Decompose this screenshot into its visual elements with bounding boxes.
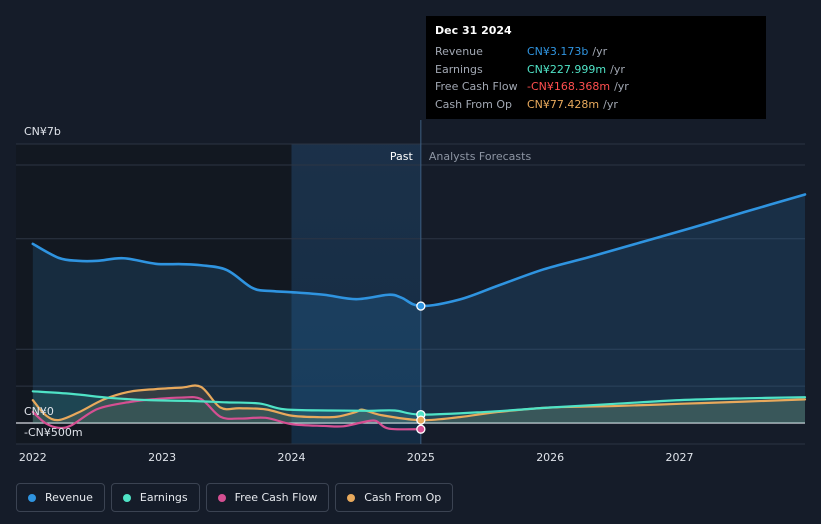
series-line-earnings bbox=[31, 390, 807, 416]
tooltip-row-cash-from-op: Cash From Op CN¥77.428m /yr bbox=[435, 96, 757, 114]
tooltip-label: Free Cash Flow bbox=[435, 80, 518, 93]
tooltip-date: Dec 31 2024 bbox=[435, 24, 512, 37]
legend-item-earnings[interactable]: Earnings bbox=[110, 483, 200, 512]
tooltip-row-revenue: Revenue CN¥3.173b /yr bbox=[435, 43, 757, 61]
x-tick-label: 2024 bbox=[278, 451, 306, 464]
area-cash-from-op bbox=[32, 385, 805, 423]
tooltip-value: CN¥227.999m bbox=[527, 62, 607, 76]
legend-item-free-cash-flow[interactable]: Free Cash Flow bbox=[205, 483, 330, 512]
legend-label: Earnings bbox=[139, 491, 188, 504]
legend-dot-icon bbox=[122, 493, 131, 502]
forecast-label: Analysts Forecasts bbox=[429, 150, 532, 163]
series-line-revenue bbox=[31, 193, 807, 308]
x-tick-label: 2022 bbox=[19, 451, 47, 464]
tooltip-row-earnings: Earnings CN¥227.999m /yr bbox=[435, 61, 757, 79]
x-tick-label: 2023 bbox=[148, 451, 176, 464]
tooltip-value: CN¥77.428m bbox=[527, 97, 600, 111]
legend-label: Cash From Op bbox=[364, 491, 442, 504]
y-tick-label: -CN¥500m bbox=[24, 426, 83, 439]
tooltip-value: -CN¥168.368m bbox=[527, 80, 611, 93]
past-label: Past bbox=[390, 150, 414, 163]
marker-cash-from-op bbox=[416, 415, 426, 425]
y-tick-label: CN¥0 bbox=[24, 405, 54, 418]
tooltip-value: CN¥3.173b bbox=[527, 45, 589, 58]
area-earnings bbox=[32, 391, 805, 423]
y-tick-label: CN¥7b bbox=[24, 125, 61, 138]
legend-label: Free Cash Flow bbox=[234, 491, 318, 504]
series-line-free-cash-flow bbox=[31, 396, 422, 431]
legend-item-revenue[interactable]: Revenue bbox=[16, 483, 105, 512]
legend-dot-icon bbox=[347, 493, 356, 502]
tooltip-unit: /yr bbox=[603, 97, 618, 111]
legend-dot-icon bbox=[217, 493, 226, 502]
legend-dot-icon bbox=[28, 493, 36, 502]
legend-item-cash-from-op[interactable]: Cash From Op bbox=[335, 483, 454, 512]
tooltip-label: Earnings bbox=[435, 62, 483, 76]
x-tick-label: 2027 bbox=[666, 451, 694, 464]
tooltip-unit: /yr bbox=[610, 62, 625, 76]
x-tick-label: 2025 bbox=[407, 451, 435, 464]
tooltip: Dec 31 2024 Revenue CN¥3.173b /yr Earnin… bbox=[426, 16, 766, 119]
legend-label: Revenue bbox=[45, 491, 93, 504]
tooltip-unit: /yr bbox=[614, 80, 629, 93]
tooltip-row-free-cash-flow: Free Cash Flow -CN¥168.368m /yr bbox=[435, 78, 757, 96]
marker-revenue bbox=[416, 301, 426, 311]
marker-free-cash-flow bbox=[416, 424, 426, 434]
x-tick-label: 2026 bbox=[536, 451, 564, 464]
legend: Revenue Earnings Free Cash Flow Cash Fro… bbox=[16, 483, 459, 512]
tooltip-label: Revenue bbox=[435, 45, 483, 58]
tooltip-unit: /yr bbox=[592, 45, 608, 58]
tooltip-label: Cash From Op bbox=[435, 97, 513, 111]
